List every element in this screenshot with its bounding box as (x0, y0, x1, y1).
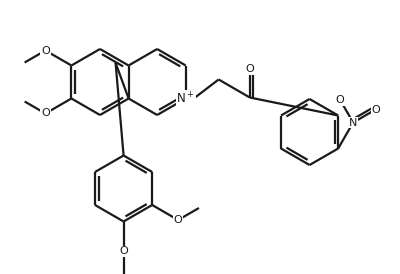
Text: N: N (349, 118, 357, 127)
Text: O: O (246, 64, 254, 75)
Text: O: O (336, 95, 344, 105)
Text: N$^+$: N$^+$ (176, 91, 195, 106)
Text: O: O (41, 109, 50, 118)
Text: O: O (41, 45, 50, 56)
Text: O: O (119, 247, 128, 256)
Text: O: O (174, 215, 182, 225)
Text: O: O (371, 104, 380, 115)
